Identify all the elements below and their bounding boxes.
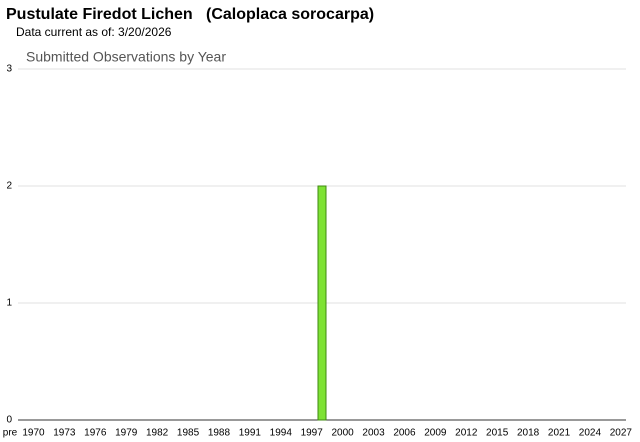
x-tick-label: 2003 <box>362 428 385 439</box>
x-tick-label: 1982 <box>146 428 169 439</box>
x-tick-label: 1985 <box>177 428 200 439</box>
bar <box>317 185 327 421</box>
x-tick-label: 1997 <box>301 428 324 439</box>
x-tick-label: 2024 <box>579 428 602 439</box>
x-tick-label: pre <box>3 428 18 439</box>
x-tick-label: 2009 <box>424 428 447 439</box>
subtitle: Data current as of: 3/20/2026 <box>16 25 172 39</box>
chart-title: Submitted Observations by Year <box>26 49 226 65</box>
x-tick-label: 2000 <box>331 428 354 439</box>
page-title: Pustulate Firedot Lichen (Caloplaca soro… <box>6 6 374 23</box>
y-tick-label: 2 <box>6 181 12 192</box>
x-tick-label: 2021 <box>548 428 571 439</box>
x-tick-label: 2012 <box>455 428 478 439</box>
x-tick-label: 2027 <box>610 428 633 439</box>
y-tick-label: 3 <box>6 64 12 75</box>
y-tick-label: 0 <box>6 415 12 426</box>
x-tick-label: 1994 <box>270 428 293 439</box>
x-tick-label: 1976 <box>84 428 107 439</box>
x-tick-label: 1970 <box>22 428 45 439</box>
x-tick-label: 2006 <box>393 428 416 439</box>
x-tick-label: 1988 <box>208 428 231 439</box>
x-tick-label: 2015 <box>486 428 509 439</box>
x-tick-label: 2018 <box>517 428 540 439</box>
x-tick-label: 1991 <box>239 428 262 439</box>
x-tick-label: 1979 <box>115 428 138 439</box>
y-tick-label: 1 <box>6 298 12 309</box>
x-tick-label: 1973 <box>53 428 76 439</box>
